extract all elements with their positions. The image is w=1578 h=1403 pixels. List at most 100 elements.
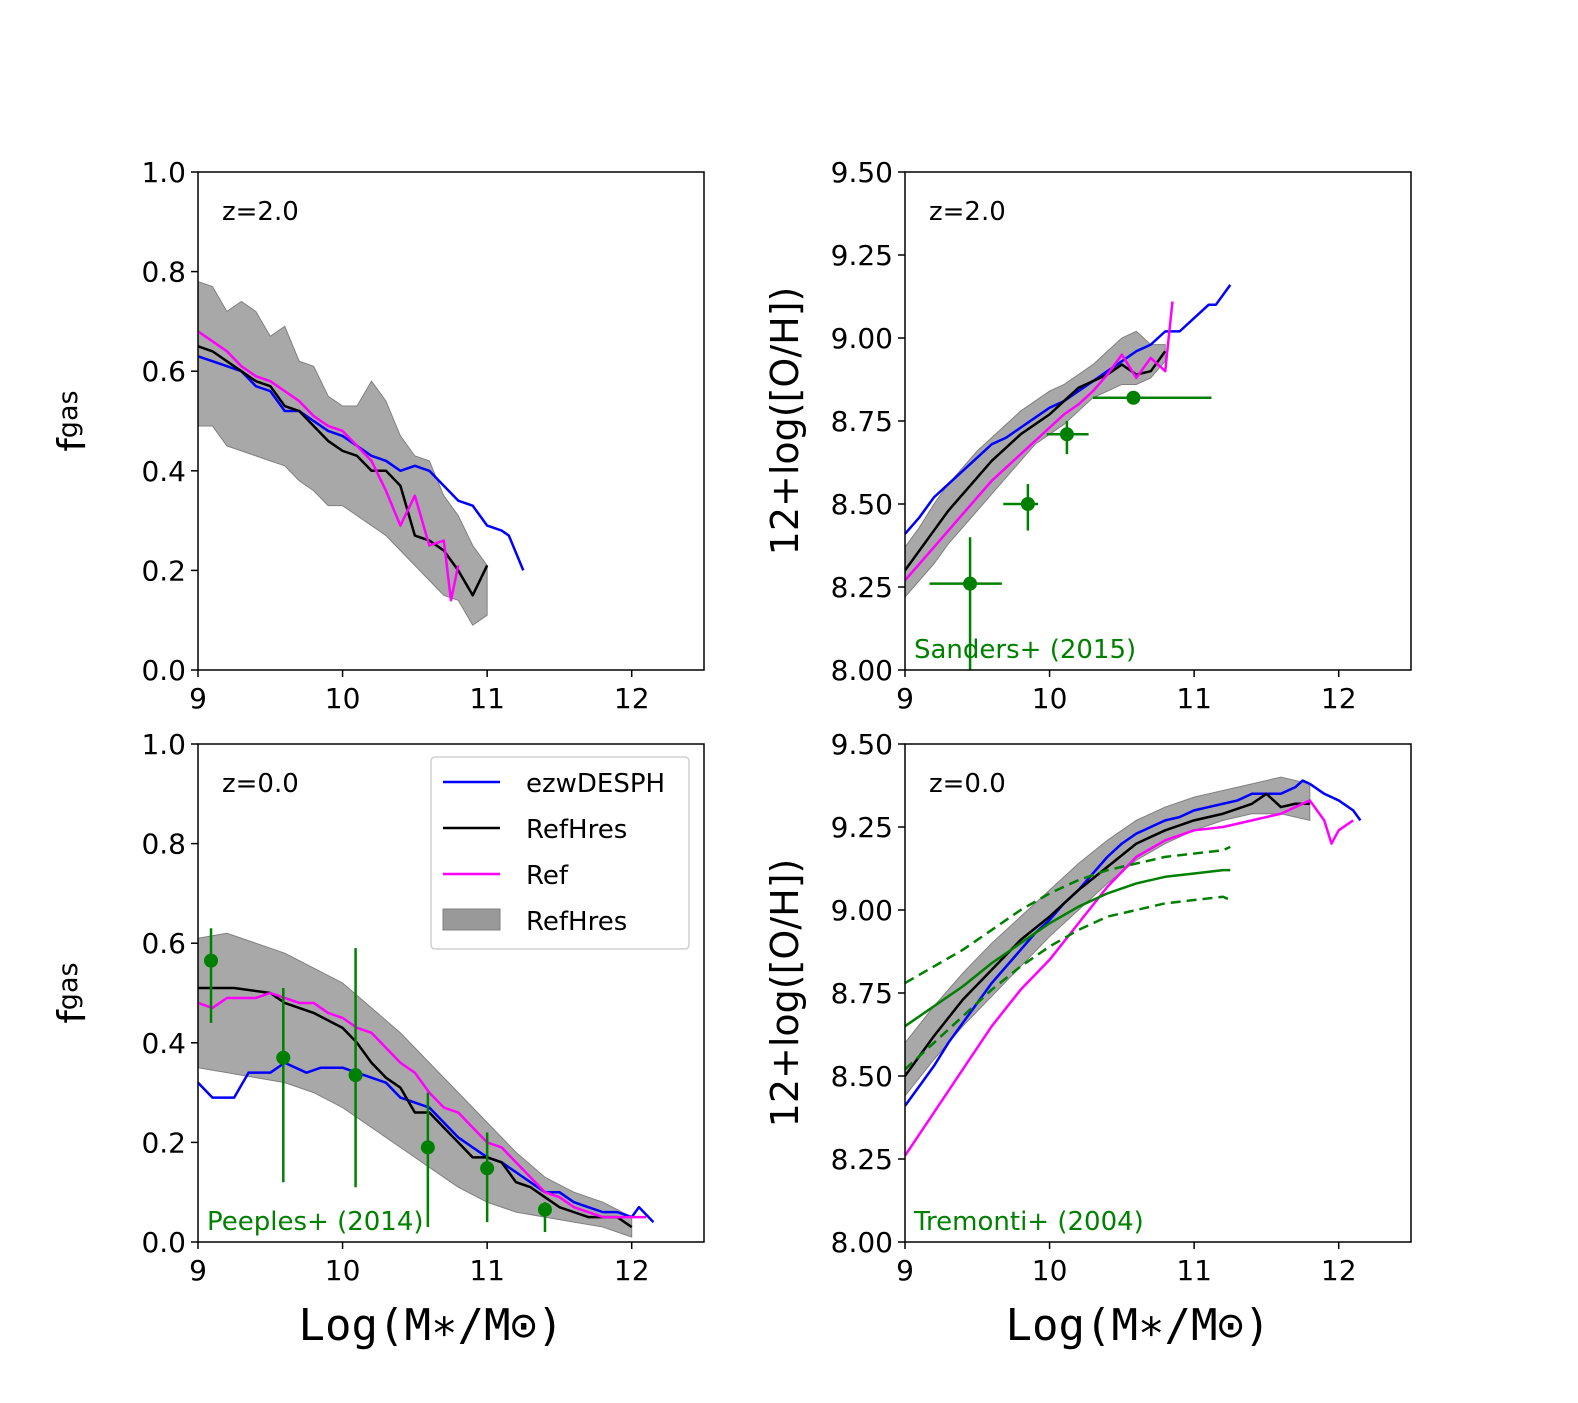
obs-point — [204, 928, 219, 1023]
y-tick-label: 9.00 — [831, 894, 893, 927]
y-axis-label-sub: gas — [53, 390, 84, 438]
y-tick-label: 0.2 — [141, 1126, 186, 1159]
x-axis-label: Log(M∗/M⊙) — [1006, 1300, 1271, 1351]
obs-marker — [537, 1202, 552, 1217]
y-tick-label: 8.75 — [831, 977, 893, 1010]
obs-marker — [420, 1140, 435, 1155]
obs-marker — [480, 1161, 495, 1176]
legend-swatch-band — [442, 908, 501, 931]
obs-point — [420, 1092, 435, 1228]
plot-area — [905, 284, 1232, 598]
series-line-ref — [905, 799, 1354, 1157]
plot-area — [198, 932, 655, 1238]
obs-marker — [1020, 497, 1035, 511]
y-tick-label: 8.00 — [831, 1226, 893, 1259]
y-tick-label: 8.00 — [831, 654, 893, 687]
axes-frame — [197, 171, 705, 671]
x-axis-label: Log(M∗/M⊙) — [299, 1300, 564, 1351]
x-tick-label: 11 — [1176, 1254, 1212, 1287]
y-axis-label-sub: gas — [53, 962, 84, 1010]
x-tick-label: 9 — [896, 1254, 914, 1287]
x-tick-label: 12 — [1321, 682, 1357, 715]
redshift-label: z=2.0 — [929, 197, 1006, 227]
plot-area — [905, 776, 1362, 1157]
series-line-ezwdesph — [198, 355, 525, 571]
obs-point — [480, 1132, 495, 1223]
legend-label-refhres: RefHres — [526, 815, 627, 845]
x-tick-label: 11 — [1176, 682, 1212, 715]
x-tick-label: 11 — [469, 1254, 505, 1287]
y-axis-label: fgas — [50, 390, 94, 451]
y-tick-label: 9.50 — [831, 728, 893, 761]
y-tick-label: 0.0 — [141, 654, 186, 687]
obs-point — [929, 537, 1002, 670]
series-line-refhres — [905, 792, 1310, 1077]
source-label: Tremonti+ (2004) — [913, 1207, 1144, 1237]
legend-label-ezwdesph: ezwDESPH — [526, 769, 665, 799]
series-line-tremonti-lower — [905, 895, 1231, 1071]
y-tick-label: 8.25 — [831, 571, 893, 604]
x-tick-label: 9 — [896, 682, 914, 715]
redshift-label: z=2.0 — [222, 197, 299, 227]
y-axis-label: 12+log([O/H]) — [763, 859, 807, 1128]
refhres-band — [198, 281, 488, 626]
legend-box — [430, 756, 690, 950]
series-line-refhres — [905, 350, 1167, 572]
source-label: Peeples+ (2014) — [207, 1207, 424, 1237]
obs-marker — [1126, 390, 1141, 405]
x-tick-label: 9 — [189, 1254, 207, 1287]
obs-point — [1092, 390, 1212, 405]
y-tick-label: 8.75 — [831, 405, 893, 438]
obs-marker — [348, 1068, 363, 1083]
y-tick-label: 0.0 — [141, 1226, 186, 1259]
obs-point — [537, 1202, 552, 1233]
y-tick-label: 0.4 — [141, 1027, 186, 1060]
obs-marker — [276, 1050, 291, 1065]
obs-point — [1003, 484, 1039, 531]
legend-label-ref: Ref — [526, 861, 569, 891]
source-label: Sanders+ (2015) — [914, 635, 1136, 665]
y-tick-label: 0.4 — [141, 455, 186, 488]
legend: ezwDESPH RefHres Ref RefHres — [430, 756, 690, 950]
refhres-band — [905, 776, 1311, 1097]
obs-marker — [1059, 427, 1074, 442]
obs-marker — [204, 953, 219, 968]
series-line-ref — [198, 991, 647, 1219]
obs-marker — [963, 576, 978, 591]
y-axis-label-main: f — [50, 1009, 94, 1024]
series-line-refhres — [198, 345, 489, 597]
y-tick-label: 0.2 — [141, 554, 186, 587]
y-tick-label: 0.8 — [141, 256, 186, 289]
panel-oh-z0: 9 10 11 12 8.00 8.25 8.50 8.75 9.00 9.25 9.50 z=0.… — [763, 728, 1412, 1351]
obs-point — [348, 948, 363, 1188]
panel-fgas-z2: 9 10 11 12 0.0 0.2 0.4 0.6 0.8 1.0 z=2.0 fgas — [50, 156, 705, 715]
y-axis-label: 12+log([O/H]) — [763, 287, 807, 556]
redshift-label: z=0.0 — [222, 769, 299, 799]
refhres-band — [198, 932, 633, 1238]
y-tick-label: 0.6 — [141, 927, 186, 960]
y-axis-label-main: f — [50, 437, 94, 452]
y-axis-label-main: 12+log([O/H]) — [763, 287, 807, 556]
x-tick-label: 12 — [614, 1254, 650, 1287]
y-tick-label: 9.50 — [831, 156, 893, 189]
obs-point — [1046, 421, 1089, 455]
panel-oh-z2: 9 10 11 12 8.00 8.25 8.50 8.75 9.00 9.25 9.50 z=2.… — [763, 156, 1412, 715]
x-tick-label: 12 — [614, 682, 650, 715]
axes-frame — [197, 743, 705, 1243]
y-tick-label: 8.25 — [831, 1143, 893, 1176]
refhres-band — [905, 330, 1166, 598]
series-line-refhres — [198, 986, 633, 1229]
y-tick-label: 9.25 — [831, 239, 893, 272]
legend-label-band: RefHres — [526, 907, 627, 937]
series-line-ref — [198, 330, 460, 602]
y-axis-label-main: 12+log([O/H]) — [763, 859, 807, 1128]
y-tick-label: 1.0 — [141, 728, 186, 761]
y-axis-label: fgas — [50, 962, 94, 1023]
x-tick-label: 10 — [1032, 682, 1068, 715]
series-line-tremonti-median — [905, 868, 1231, 1028]
series-line-tremonti-upper — [905, 845, 1231, 985]
y-tick-label: 8.50 — [831, 488, 893, 521]
series-line-ezwdesph — [905, 779, 1362, 1107]
y-tick-label: 9.25 — [831, 811, 893, 844]
